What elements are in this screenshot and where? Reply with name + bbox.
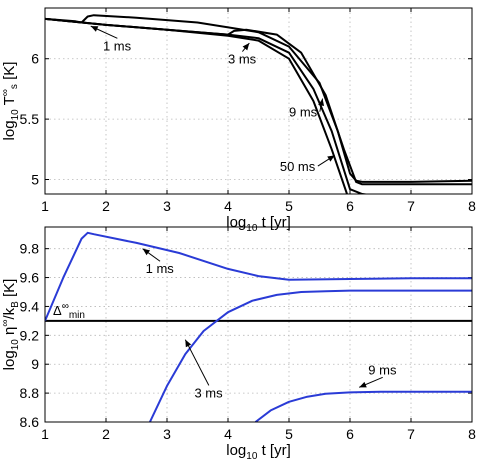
series-line-9ms xyxy=(254,390,472,422)
x-tick-label: 7 xyxy=(407,198,415,214)
y-label-symbol: η xyxy=(1,327,18,340)
reference-label-sub: min xyxy=(69,310,85,321)
x-tick-label: 1 xyxy=(41,198,49,214)
x-tick-label: 3 xyxy=(163,198,171,214)
x-tick-label: 8 xyxy=(468,426,476,442)
x-tick-label: 6 xyxy=(346,198,354,214)
x-tick-label: 4 xyxy=(224,426,232,442)
x-tick-label: 5 xyxy=(285,198,293,214)
y-label-unit: [K] xyxy=(1,62,18,85)
y-tick-label: 9.8 xyxy=(20,241,40,257)
x-axis-label: log10 t [yr] xyxy=(226,442,291,462)
annotation-arrowhead xyxy=(318,98,325,107)
x-tick-label: 6 xyxy=(346,426,354,442)
y-label-sup: ∞ xyxy=(0,320,11,327)
reference-line-label: Δ∞min xyxy=(53,301,85,321)
series-line-3ms xyxy=(148,289,472,422)
annotation-arrowhead xyxy=(185,339,192,348)
series-line-1ms xyxy=(45,231,472,322)
y-tick-label: 5 xyxy=(31,172,39,188)
x-label-base: log xyxy=(226,214,246,231)
y-tick-label: 8.6 xyxy=(20,414,40,430)
y-axis-label: log10 T∞s [K] xyxy=(0,62,21,141)
x-axis-label: log10 t [yr] xyxy=(226,214,291,234)
y-tick-label: 6 xyxy=(31,51,39,67)
annotation-arrowhead xyxy=(142,248,151,256)
y-label-sub: 10 xyxy=(10,109,21,121)
annotation-arrowhead xyxy=(327,155,335,162)
y-label-base: log xyxy=(1,350,18,370)
plot-frame xyxy=(44,226,473,423)
x-tick-label: 3 xyxy=(163,426,171,442)
y-label-symbol-sub: s xyxy=(9,84,20,89)
y-label-sub: 10 xyxy=(10,339,21,351)
annotation-label: 3 ms xyxy=(194,385,223,400)
y-label-mid: /k xyxy=(1,307,18,319)
y-axis-label: log10 η∞/kB [K] xyxy=(0,279,21,371)
annotation-label: 9 ms xyxy=(289,105,318,120)
y-tick-label: 9.2 xyxy=(20,327,40,343)
y-tick-label: 8.8 xyxy=(20,385,40,401)
x-label-sub: 10 xyxy=(246,223,258,234)
x-tick-label: 2 xyxy=(102,198,110,214)
x-tick-label: 4 xyxy=(224,198,232,214)
x-label-rest: t [yr] xyxy=(257,442,290,459)
reference-label-base: Δ xyxy=(53,303,62,318)
y-label-mid-sub: B xyxy=(10,301,21,308)
annotation-label: 1 ms xyxy=(146,261,175,276)
x-tick-label: 5 xyxy=(285,426,293,442)
annotation-arrowhead xyxy=(359,381,367,388)
x-tick-label: 2 xyxy=(102,426,110,442)
reference-label-sup: ∞ xyxy=(62,301,69,312)
annotation-arrowhead xyxy=(242,43,250,51)
y-tick-label: 9.4 xyxy=(20,298,40,314)
annotation-arrowhead xyxy=(90,26,99,32)
x-tick-label: 7 xyxy=(407,426,415,442)
plot-frame xyxy=(44,7,473,195)
annotation-label: 3 ms xyxy=(228,52,257,67)
x-label-sub: 10 xyxy=(246,451,258,462)
y-label-unit: [K] xyxy=(1,279,18,302)
y-tick-label: 9 xyxy=(31,356,39,372)
y-label-symbol: T xyxy=(1,96,18,109)
y-tick-label: 9.6 xyxy=(20,270,40,286)
y-label-sup: ∞ xyxy=(0,89,11,96)
annotation-label: 50 ms xyxy=(280,159,316,174)
series-line-1ms xyxy=(45,14,472,183)
x-tick-label: 1 xyxy=(41,426,49,442)
annotation-label: 1 ms xyxy=(103,38,132,53)
x-tick-label: 8 xyxy=(468,198,476,214)
y-label-base: log xyxy=(1,120,18,140)
series-line-50ms xyxy=(45,17,349,194)
annotation-arrow xyxy=(184,339,210,386)
y-tick-label: 5.5 xyxy=(20,111,40,127)
annotation-label: 9 ms xyxy=(368,362,397,377)
x-label-rest: t [yr] xyxy=(257,214,290,231)
x-label-base: log xyxy=(226,442,246,459)
